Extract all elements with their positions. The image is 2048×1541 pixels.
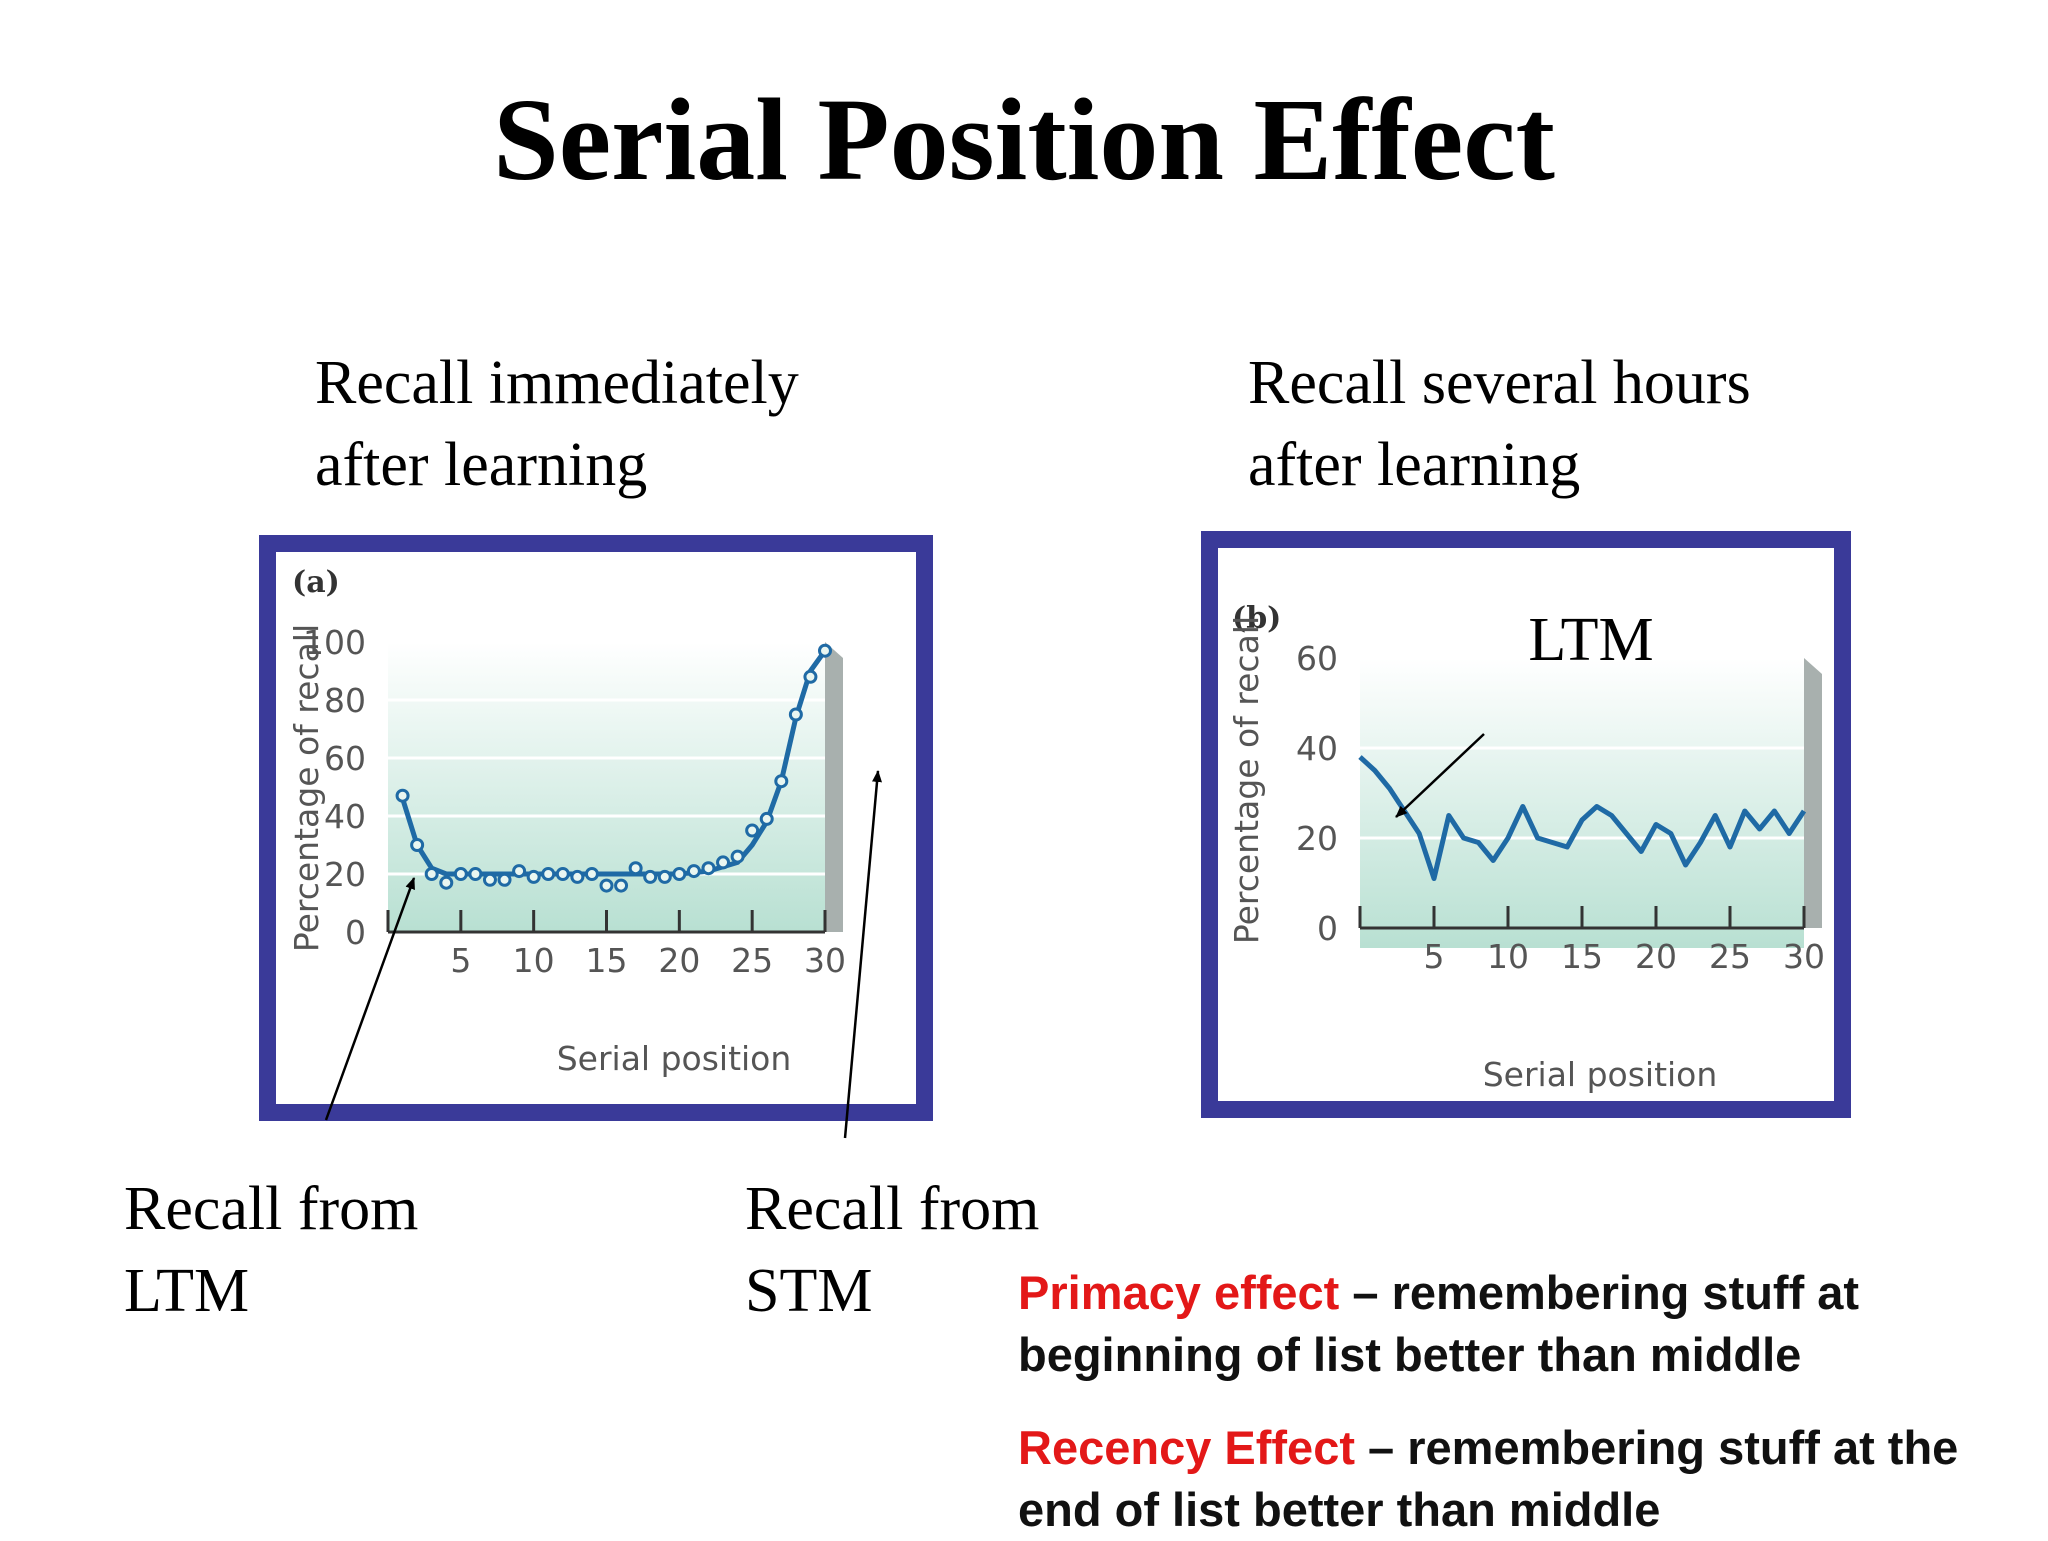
series-line bbox=[1358, 755, 1807, 881]
chart-a-frame: 0 20 40 60 80 100 5 10 15 20 25 30 (a) Percentage o… bbox=[259, 535, 933, 1121]
data-point bbox=[701, 861, 716, 876]
data-point bbox=[788, 707, 803, 722]
data-point bbox=[730, 849, 745, 864]
x-tick-label: 25 bbox=[1709, 937, 1751, 976]
x-tick-label: 15 bbox=[1561, 937, 1603, 976]
x-tick-label: 30 bbox=[804, 941, 846, 980]
y-tick-label: 60 bbox=[1296, 639, 1338, 678]
chart-a-points bbox=[395, 643, 832, 893]
right-caption-line-1: Recall several hours bbox=[1248, 349, 1751, 417]
primacy-text: – remembering stuff at beginning of list… bbox=[1018, 1266, 1860, 1381]
annotation-ltm-line-2: LTM bbox=[124, 1257, 250, 1325]
x-tick-label: 20 bbox=[1635, 937, 1677, 976]
slide-title: Serial Position Effect bbox=[493, 74, 1555, 205]
data-point bbox=[599, 878, 614, 893]
annotation-ltm-line-1: Recall from bbox=[124, 1175, 419, 1243]
chart-a-xlabel: Serial position bbox=[557, 1039, 792, 1078]
y-tick-label: 20 bbox=[324, 855, 366, 894]
chart-b-frame: 0 20 40 60 5 10 15 20 25 30 (b) Percentage of rec… bbox=[1201, 531, 1851, 1118]
y-tick-label: 40 bbox=[324, 797, 366, 836]
annotation-stm-line-2: STM bbox=[745, 1257, 873, 1325]
data-point bbox=[716, 855, 731, 870]
data-point bbox=[512, 864, 527, 879]
chart-b-axes: 0 20 40 60 5 10 15 20 25 30 bbox=[1296, 639, 1825, 976]
data-point bbox=[410, 838, 425, 852]
x-tick-label: 10 bbox=[513, 941, 555, 980]
arrow-ltm-label bbox=[1395, 733, 1485, 818]
data-point bbox=[439, 875, 454, 890]
recency-note: Recency Effect – remembering stuff at th… bbox=[1018, 1417, 2028, 1541]
chart-a-side-wall bbox=[825, 642, 843, 932]
annotation-stm-line-1: Recall from bbox=[745, 1175, 1040, 1243]
data-point bbox=[424, 867, 439, 881]
left-chart-caption: Recall immediately after learning bbox=[315, 342, 799, 506]
y-tick-label: 60 bbox=[324, 739, 366, 778]
y-tick-label: 0 bbox=[345, 913, 366, 952]
x-tick-label: 5 bbox=[450, 941, 471, 980]
chart-a-axes: 0 20 40 60 80 100 5 10 15 20 25 30 bbox=[303, 623, 846, 980]
x-tick-label: 5 bbox=[1424, 937, 1445, 976]
right-caption-line-2: after learning bbox=[1248, 431, 1581, 499]
arrow-stm-recall bbox=[843, 770, 882, 1139]
annotation-recall-ltm: Recall from LTM bbox=[124, 1168, 418, 1332]
data-point bbox=[614, 878, 629, 893]
chart-b-ylabel: Percentage of recall bbox=[1227, 616, 1266, 944]
x-tick-label: 10 bbox=[1487, 937, 1529, 976]
data-point bbox=[657, 869, 672, 884]
data-point bbox=[584, 867, 599, 881]
data-point bbox=[570, 869, 585, 884]
chart-b: 0 20 40 60 5 10 15 20 25 30 (b) Percentage of rec… bbox=[1227, 601, 1825, 1094]
x-tick-label: 20 bbox=[658, 941, 700, 980]
chart-b-side-wall bbox=[1804, 658, 1822, 928]
data-point bbox=[526, 869, 541, 884]
data-point bbox=[686, 864, 701, 879]
data-point bbox=[628, 861, 643, 876]
data-point bbox=[497, 872, 512, 887]
chart-b-plot-area bbox=[1360, 658, 1804, 948]
primacy-note: Primacy effect – remembering stuff at be… bbox=[1018, 1262, 2028, 1386]
chart-b-series bbox=[1358, 755, 1807, 881]
left-caption-line-1: Recall immediately bbox=[315, 349, 799, 417]
chart-a-ylabel: Percentage of recall bbox=[287, 624, 326, 952]
data-point bbox=[643, 869, 658, 884]
data-point bbox=[672, 867, 687, 881]
data-point bbox=[482, 872, 497, 887]
recency-term: Recency Effect bbox=[1018, 1421, 1355, 1474]
recency-text: – remembering stuff at the end of list b… bbox=[1018, 1421, 1959, 1536]
x-tick-label: 25 bbox=[731, 941, 773, 980]
y-tick-label: 20 bbox=[1296, 819, 1338, 858]
x-tick-label: 15 bbox=[586, 941, 628, 980]
chart-b-panel-label: (b) bbox=[1232, 601, 1281, 636]
ltm-label: LTM bbox=[1528, 606, 1653, 674]
y-tick-label: 40 bbox=[1296, 729, 1338, 768]
y-tick-label: 80 bbox=[324, 681, 366, 720]
x-tick-label: 30 bbox=[1783, 937, 1825, 976]
chart-a: 0 20 40 60 80 100 5 10 15 20 25 30 (a) Percentage o… bbox=[287, 565, 846, 1078]
data-point bbox=[818, 643, 832, 658]
data-point bbox=[803, 669, 818, 684]
data-point bbox=[555, 867, 570, 881]
data-point bbox=[453, 867, 468, 881]
data-point bbox=[774, 774, 789, 789]
annotation-recall-stm: Recall from STM bbox=[745, 1168, 1039, 1332]
right-chart-caption: Recall several hours after learning bbox=[1248, 342, 1751, 506]
data-point bbox=[395, 788, 410, 803]
y-tick-label: 0 bbox=[1317, 909, 1338, 948]
data-point bbox=[468, 867, 483, 881]
chart-b-xlabel: Serial position bbox=[1483, 1055, 1718, 1094]
chart-a-panel-label: (a) bbox=[292, 565, 340, 600]
chart-b-grid bbox=[1360, 656, 1804, 840]
data-point bbox=[745, 823, 760, 838]
y-tick-label: 100 bbox=[303, 623, 366, 662]
left-caption-line-2: after learning bbox=[315, 431, 648, 499]
primacy-term: Primacy effect bbox=[1018, 1266, 1340, 1319]
arrow-ltm-recall bbox=[324, 877, 416, 1121]
data-point bbox=[759, 811, 774, 826]
data-point bbox=[541, 867, 556, 881]
